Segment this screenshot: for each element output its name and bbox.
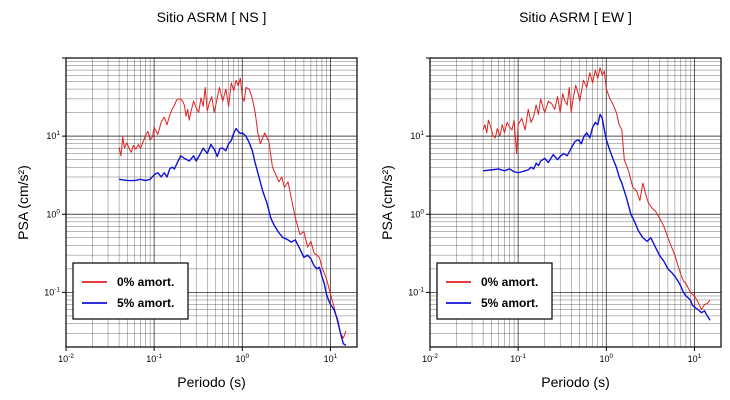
series-line-undamped: [482, 67, 711, 311]
grid: [429, 57, 722, 348]
legend-box: [436, 262, 553, 320]
y-tick-label: 10-1: [408, 286, 424, 297]
legend-label: 5% amort.: [117, 296, 174, 310]
x-tick-label: 10-1: [146, 353, 162, 364]
x-axis-label: Periodo (s): [177, 374, 245, 390]
series-line-damped: [482, 113, 711, 321]
x-tick-label: 101: [324, 353, 338, 364]
y-axis-label: PSA (cm/s²): [379, 165, 395, 240]
x-tick-label: 10-2: [58, 353, 74, 364]
chart-panel-2: Sitio ASRM [ EW ] 10-2 10-1 100 101 10-1 100 10…: [379, 9, 722, 390]
plot-frame: [65, 57, 358, 348]
y-tick-label: 101: [410, 130, 424, 141]
x-tick-label: 100: [235, 353, 249, 364]
x-tick-label: 10-2: [422, 353, 438, 364]
y-tick-label: 101: [46, 130, 60, 141]
x-tick-label: 10-1: [510, 353, 526, 364]
legend-label: 0% amort.: [117, 275, 174, 289]
legend-box: [72, 262, 189, 320]
chart-title: Sitio ASRM [ NS ]: [157, 9, 267, 25]
legend: 0% amort. 5% amort.: [436, 262, 553, 320]
plot-frame: [429, 57, 722, 348]
chart-panel-1: Sitio ASRM [ NS ] 10-2 10-1 100 101 10-1 100 10…: [15, 9, 358, 390]
series-line-undamped: [118, 77, 347, 339]
x-tick-label: 101: [688, 353, 702, 364]
chart-title: Sitio ASRM [ EW ]: [519, 9, 632, 25]
grid: [65, 57, 358, 348]
legend-label: 0% amort.: [481, 275, 538, 289]
y-axis-label: PSA (cm/s²): [15, 165, 31, 240]
y-tick-label: 100: [410, 208, 424, 219]
y-tick-label: 100: [46, 208, 60, 219]
series-line-damped: [118, 127, 347, 346]
x-axis-label: Periodo (s): [541, 374, 609, 390]
x-tick-label: 100: [599, 353, 613, 364]
legend-label: 5% amort.: [481, 296, 538, 310]
legend: 0% amort. 5% amort.: [72, 262, 189, 320]
y-tick-label: 10-1: [44, 286, 60, 297]
